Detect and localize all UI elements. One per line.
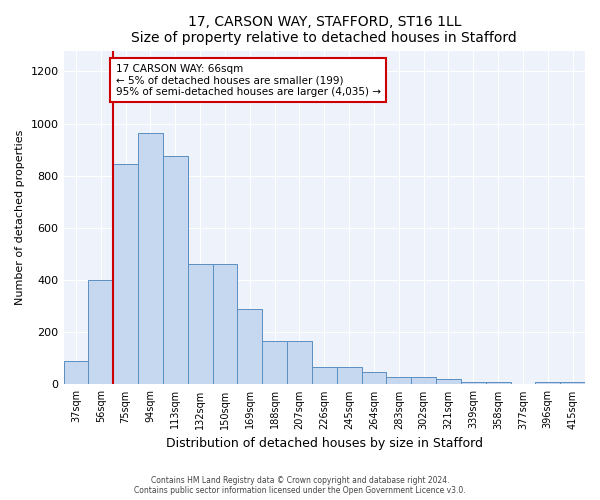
Text: 17 CARSON WAY: 66sqm
← 5% of detached houses are smaller (199)
95% of semi-detac: 17 CARSON WAY: 66sqm ← 5% of detached ho… — [116, 64, 380, 97]
Bar — [535, 382, 560, 384]
Bar — [560, 382, 585, 384]
Bar — [238, 309, 262, 384]
Bar — [88, 280, 113, 384]
Title: 17, CARSON WAY, STAFFORD, ST16 1LL
Size of property relative to detached houses : 17, CARSON WAY, STAFFORD, ST16 1LL Size … — [131, 15, 517, 45]
Bar — [362, 372, 386, 384]
Bar — [461, 382, 485, 384]
Bar — [113, 164, 138, 384]
Text: Contains HM Land Registry data © Crown copyright and database right 2024.
Contai: Contains HM Land Registry data © Crown c… — [134, 476, 466, 495]
Bar — [411, 376, 436, 384]
Bar — [262, 342, 287, 384]
Bar — [287, 342, 312, 384]
Bar — [436, 379, 461, 384]
Bar — [212, 264, 238, 384]
Bar — [163, 156, 188, 384]
Bar — [485, 382, 511, 384]
Bar — [188, 264, 212, 384]
Bar — [312, 366, 337, 384]
Bar — [386, 376, 411, 384]
Bar — [64, 361, 88, 384]
Y-axis label: Number of detached properties: Number of detached properties — [15, 130, 25, 305]
X-axis label: Distribution of detached houses by size in Stafford: Distribution of detached houses by size … — [166, 437, 483, 450]
Bar — [138, 132, 163, 384]
Bar — [337, 366, 362, 384]
